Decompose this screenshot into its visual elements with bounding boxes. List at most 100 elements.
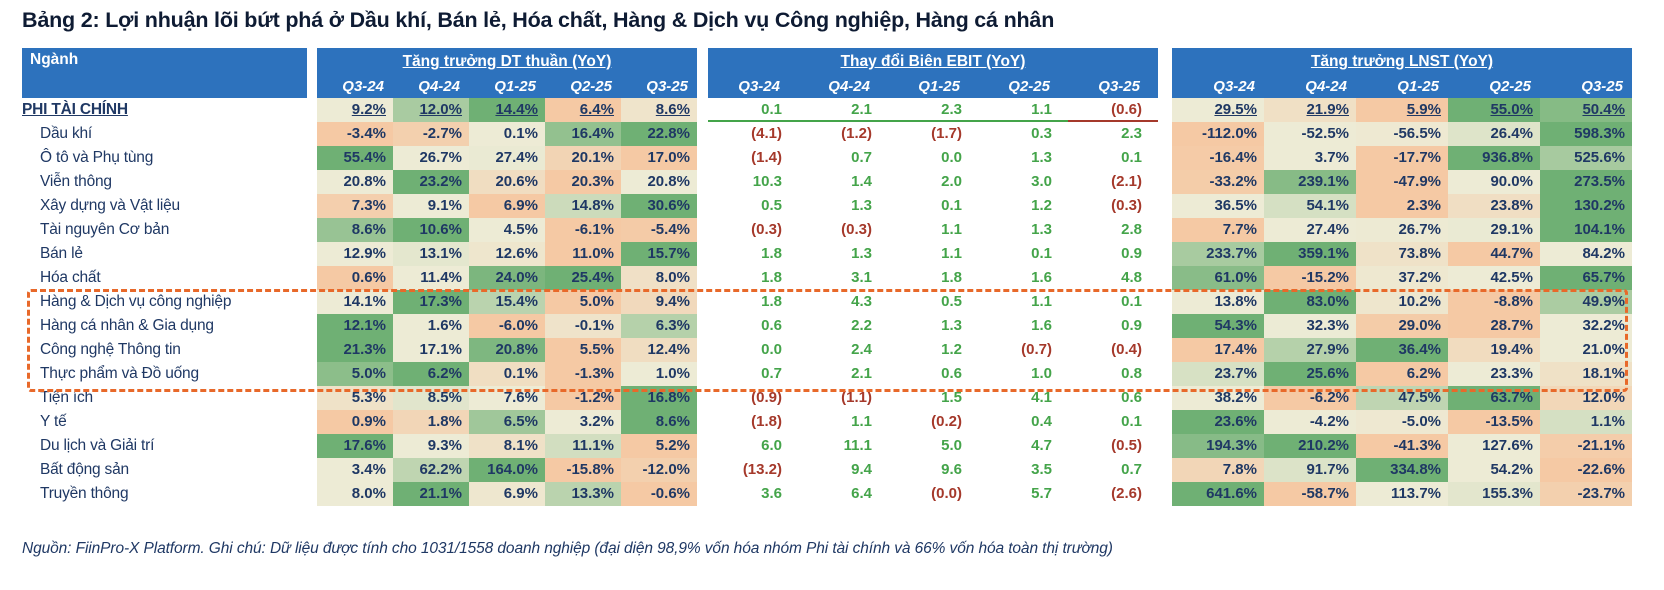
revenue-cell: 8.5% [393,386,469,410]
revenue-cell: 25.4% [545,266,621,290]
lnst-cell: 6.2% [1356,362,1448,386]
column-header: Q3-24 [342,78,384,95]
group-header-revenue-growth: Tăng trưởng DT thuần (YoY) Q3-24 Q4-24 Q1-… [317,48,697,98]
row-label: Công nghệ Thông tin [40,341,181,358]
ebit-cell: 0.3 [978,122,1068,146]
ebit-cell: 1.0 [978,362,1068,386]
ebit-cell: 2.3 [888,98,978,122]
lnst-cell: 194.3% [1172,434,1264,458]
row-label: PHI TÀI CHÍNH [22,101,128,118]
table-row: PHI TÀI CHÍNH 9.2% 12.0% 14.4% 6.4% 8.6% 0.1 2.… [22,98,1632,122]
lnst-cell: 21.0% [1540,338,1632,362]
column-header: Q3-24 [738,78,780,95]
revenue-cell: 10.6% [393,218,469,242]
ebit-cell: 1.4 [798,170,888,194]
ebit-cell: 2.2 [798,314,888,338]
ebit-cell: (1.2) [798,122,888,146]
revenue-cell: 7.6% [469,386,545,410]
ebit-cell: (1.8) [708,410,798,434]
revenue-cell: 6.2% [393,362,469,386]
ebit-cell: 3.5 [978,458,1068,482]
ebit-cell: 3.6 [708,482,798,506]
lnst-cell: 525.6% [1540,146,1632,170]
lnst-cell: -17.7% [1356,146,1448,170]
lnst-cell: 25.6% [1264,362,1356,386]
lnst-cell: 26.4% [1448,122,1540,146]
ebit-cell: 1.2 [888,338,978,362]
ebit-cell: 0.1 [1068,410,1158,434]
revenue-cell: -2.7% [393,122,469,146]
ebit-cell: 0.5 [888,290,978,314]
lnst-cell: 84.2% [1540,242,1632,266]
ebit-cell: 9.4 [798,458,888,482]
revenue-cell: 3.2% [545,410,621,434]
revenue-cell: 20.6% [469,170,545,194]
revenue-cell: 15.4% [469,290,545,314]
lnst-cell: 127.6% [1448,434,1540,458]
revenue-cell: 14.8% [545,194,621,218]
lnst-cell: 29.0% [1356,314,1448,338]
ebit-cell: (0.5) [1068,434,1158,458]
table-row: Tài nguyên Cơ bản 8.6% 10.6% 4.5% -6.1% -5.4%… [22,218,1632,242]
ebit-cell: 1.8 [708,242,798,266]
row-label: Tiện ích [40,389,93,406]
ebit-cell: 1.8 [888,266,978,290]
revenue-cell: 13.1% [393,242,469,266]
lnst-cell: 210.2% [1264,434,1356,458]
revenue-cell: -3.4% [317,122,393,146]
revenue-cell: 4.5% [469,218,545,242]
ebit-cell: 4.7 [978,434,1068,458]
lnst-cell: -33.2% [1172,170,1264,194]
revenue-cell: 8.6% [317,218,393,242]
revenue-cell: 7.3% [317,194,393,218]
revenue-cell: 5.0% [317,362,393,386]
column-header: Q2-25 [570,78,612,95]
lnst-cell: 17.4% [1172,338,1264,362]
ebit-cell: 9.6 [888,458,978,482]
row-label: Thực phẩm và Đồ uống [40,365,199,382]
table-row: Ô tô và Phụ tùng 55.4% 26.7% 27.4% 20.1% 17.0… [22,146,1632,170]
ebit-cell: (1.4) [708,146,798,170]
row-label: Hóa chất [40,269,101,286]
lnst-cell: 37.2% [1356,266,1448,290]
revenue-cell: 3.4% [317,458,393,482]
revenue-cell: 8.6% [621,410,697,434]
ebit-cell: 5.0 [888,434,978,458]
revenue-cell: 20.8% [621,170,697,194]
lnst-cell: 28.7% [1448,314,1540,338]
ebit-cell: 5.7 [978,482,1068,506]
column-header: Q1-25 [918,78,960,95]
revenue-cell: 5.0% [545,290,621,314]
ebit-cell: 1.1 [888,218,978,242]
lnst-cell: -4.2% [1264,410,1356,434]
lnst-cell: 598.3% [1540,122,1632,146]
lnst-cell: -56.5% [1356,122,1448,146]
ebit-cell: 0.6 [888,362,978,386]
revenue-cell: 0.1% [469,362,545,386]
column-header: Q3-25 [1581,78,1623,95]
revenue-cell: 12.6% [469,242,545,266]
lnst-cell: 36.5% [1172,194,1264,218]
revenue-cell: 17.0% [621,146,697,170]
lnst-cell: 7.8% [1172,458,1264,482]
lnst-cell: 12.0% [1540,386,1632,410]
ebit-cell: (1.7) [888,122,978,146]
lnst-cell: 5.9% [1356,98,1448,122]
revenue-cell: 164.0% [469,458,545,482]
revenue-cell: 17.1% [393,338,469,362]
row-label: Tài nguyên Cơ bản [40,221,170,238]
ebit-cell: 0.9 [1068,242,1158,266]
table-row: Viễn thông 20.8% 23.2% 20.6% 20.3% 20.8% 10.3 1… [22,170,1632,194]
ebit-cell: (13.2) [708,458,798,482]
revenue-cell: 26.7% [393,146,469,170]
column-header: Q4-24 [828,78,870,95]
revenue-cell: 9.3% [393,434,469,458]
revenue-cell: 11.4% [393,266,469,290]
lnst-cell: 23.7% [1172,362,1264,386]
lnst-cell: -52.5% [1264,122,1356,146]
ebit-cell: 0.8 [1068,362,1158,386]
ebit-cell: 1.2 [978,194,1068,218]
ebit-cell: 1.1 [978,98,1068,122]
ebit-cell: 0.6 [1068,386,1158,410]
